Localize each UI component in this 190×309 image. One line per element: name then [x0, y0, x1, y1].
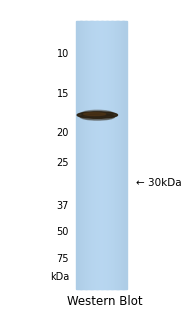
Text: 10: 10	[57, 49, 69, 59]
Bar	[108, 22, 109, 289]
Bar	[80, 22, 82, 289]
Text: 50: 50	[57, 227, 69, 237]
Bar	[100, 22, 101, 289]
Bar	[101, 22, 102, 289]
Bar	[99, 22, 100, 289]
Bar	[115, 22, 116, 289]
Text: ← 30kDa: ← 30kDa	[135, 178, 181, 188]
Bar	[90, 22, 92, 289]
Text: kDa: kDa	[50, 272, 69, 282]
Bar	[86, 22, 87, 289]
Bar	[106, 22, 107, 289]
Bar	[87, 22, 88, 289]
Bar	[107, 22, 108, 289]
Bar	[88, 22, 89, 289]
Text: 20: 20	[57, 128, 69, 138]
Bar	[109, 22, 110, 289]
Bar	[117, 22, 119, 289]
Text: 75: 75	[56, 254, 69, 264]
Bar	[114, 22, 115, 289]
Bar	[123, 22, 124, 289]
Bar	[121, 22, 122, 289]
Ellipse shape	[84, 113, 106, 116]
Bar	[83, 22, 84, 289]
Bar	[90, 22, 91, 289]
Bar	[113, 22, 114, 289]
Bar	[101, 22, 103, 289]
Bar	[82, 22, 83, 289]
Bar	[78, 22, 79, 289]
Bar	[111, 22, 112, 289]
Bar	[126, 22, 127, 289]
Bar	[122, 22, 124, 289]
Bar	[102, 22, 103, 289]
Text: Western Blot: Western Blot	[67, 295, 143, 308]
Bar	[124, 22, 125, 289]
Bar	[80, 22, 81, 289]
Bar	[104, 22, 105, 289]
Bar	[97, 22, 98, 289]
Bar	[95, 22, 96, 289]
Bar	[94, 22, 95, 289]
Bar	[112, 22, 113, 289]
Bar	[116, 22, 117, 289]
Bar	[81, 22, 82, 289]
Bar	[91, 22, 93, 289]
Text: 37: 37	[57, 201, 69, 211]
Bar	[118, 22, 119, 289]
Text: 15: 15	[57, 89, 69, 99]
Bar	[122, 22, 123, 289]
Bar	[89, 22, 90, 289]
Bar	[110, 22, 111, 289]
Bar	[105, 22, 106, 289]
Bar	[77, 22, 78, 289]
Bar	[96, 22, 97, 289]
Bar	[93, 22, 94, 289]
Bar	[76, 22, 77, 289]
Ellipse shape	[80, 113, 114, 120]
Bar	[120, 22, 121, 289]
Ellipse shape	[77, 112, 117, 118]
Bar	[86, 22, 87, 289]
Bar	[125, 22, 126, 289]
Bar	[116, 22, 118, 289]
Bar	[106, 22, 108, 289]
Bar	[79, 22, 80, 289]
Bar	[96, 22, 97, 289]
Bar	[119, 22, 120, 289]
Bar	[84, 22, 85, 289]
Bar	[112, 22, 113, 289]
Bar	[92, 22, 93, 289]
Bar	[103, 22, 104, 289]
Ellipse shape	[81, 110, 113, 117]
Bar	[85, 22, 86, 289]
Text: 25: 25	[56, 158, 69, 167]
Bar	[98, 22, 99, 289]
